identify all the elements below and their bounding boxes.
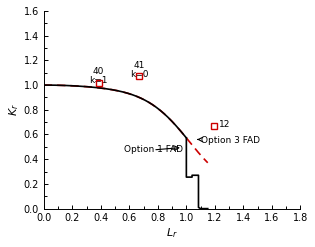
Text: k=0: k=0	[130, 70, 149, 79]
X-axis label: $L_r$: $L_r$	[166, 226, 178, 240]
Y-axis label: $K_r$: $K_r$	[7, 103, 21, 116]
Text: Option 1 FAD: Option 1 FAD	[123, 145, 183, 154]
Text: k=1: k=1	[89, 76, 107, 85]
Text: 12: 12	[219, 120, 231, 129]
Text: Option 3 FAD: Option 3 FAD	[198, 136, 260, 144]
Text: 41: 41	[134, 61, 145, 70]
Text: 40: 40	[92, 67, 104, 76]
